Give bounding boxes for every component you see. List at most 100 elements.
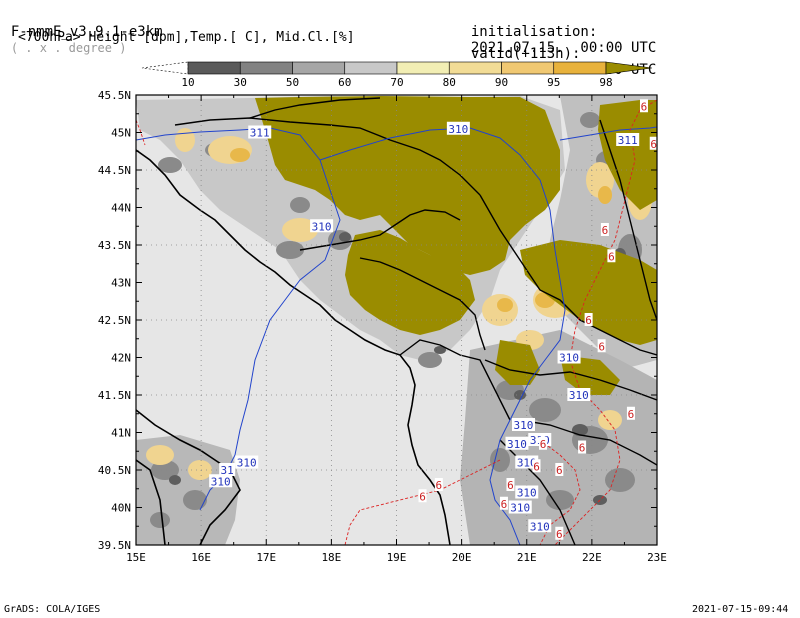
colorbar-segment (187, 61, 241, 75)
temp-label-bg (639, 99, 648, 113)
height-contour-labels: 311 3103103113103103103103103103103103103… (209, 121, 640, 533)
temp-contour-label: 6 (650, 138, 657, 151)
temp-contour-label: 6 (501, 498, 508, 511)
colorbar-segment (553, 61, 607, 75)
colorbar-tick-label: 50 (286, 76, 299, 89)
init-label: initialisation: (470, 24, 598, 40)
temp-label-bg (584, 313, 593, 326)
temp-contour-label: 6 (436, 479, 443, 492)
lat-tick-label: 41.5N (98, 389, 131, 402)
temp-label-bg (600, 223, 609, 236)
lat-tick-label: 39.5N (98, 539, 131, 552)
lat-tick-label: 40N (111, 502, 131, 515)
lon-tick-label: 19E (387, 551, 407, 564)
height-label-bg (515, 485, 539, 499)
lat-tick-label: 45.5N (98, 89, 131, 102)
height-contour-label: 310 (507, 438, 527, 451)
footer-credit: GrADS: COLA/IGES (4, 604, 101, 615)
colorbar-tick-label: 70 (390, 76, 403, 89)
model-name: F-nmmE_v3.9.1-e3km (10, 24, 163, 40)
lon-tick-label: 17E (256, 551, 276, 564)
map-plot-area: 311 3103103113103103103103103103103103103… (136, 95, 657, 545)
colorbar-tick-label: 30 (234, 76, 247, 89)
temp-label-bg (499, 496, 508, 510)
height-label-bg (528, 519, 552, 533)
lat-tick-label: 45N (111, 127, 131, 140)
height-label-bg (235, 455, 259, 469)
model-title: F-nmmE_v3.9.1-e3km ( . x . degree ) (0, 8, 163, 56)
height-label-bg (505, 436, 529, 450)
temp-contour-label: 6 (579, 442, 586, 455)
height-contour-label: 310 (211, 475, 231, 488)
field-description: <700hPa> Height [dpm],Temp.[ C], Mid.Cl.… (18, 30, 355, 45)
height-label-bg (515, 455, 539, 469)
temp-contour-label: 6 (598, 340, 605, 353)
temp-contour-label: 6 (533, 460, 540, 473)
colorbar-tick-label: 98 (599, 76, 612, 89)
temp-label-bg (578, 440, 587, 454)
temp-contour-label: 6 (556, 464, 563, 477)
height-label-bg (310, 219, 334, 233)
lat-tick-label: 42N (111, 352, 131, 365)
height-label-bg (209, 474, 233, 488)
height-contour-label: 310 (559, 352, 579, 365)
height-label-bg (219, 463, 236, 476)
temp-label-bg (626, 406, 635, 420)
lon-tick-label: 16E (191, 551, 211, 564)
height-label-bg (508, 500, 532, 514)
height-contour-label: 311 (618, 134, 638, 147)
colorbar-tick-label: 80 (443, 76, 456, 89)
lon-tick-label: 18E (321, 551, 341, 564)
colorbar-segment (239, 61, 293, 75)
temp-label-bg (539, 436, 548, 450)
colorbar-tick-label: 95 (547, 76, 560, 89)
colorbar-high-arrow (605, 61, 653, 75)
height-contour-label: 310 (237, 457, 257, 470)
colorbar-segment (448, 61, 502, 75)
height-label-bg (567, 388, 591, 401)
colorbar-tick-label: 60 (338, 76, 351, 89)
height-contour-label: 310 (448, 123, 468, 136)
temp-contour-label: 6 (419, 490, 426, 503)
height-contour-label: 310 (312, 220, 332, 233)
temp-label-bg (434, 478, 443, 491)
footer-timestamp: 2021-07-15-09:44 (692, 604, 789, 615)
temp-contour-label: 6 (585, 314, 592, 327)
height-label-bg (616, 133, 640, 146)
height-contour-label: 311 (250, 127, 270, 140)
height-label-bg (511, 418, 535, 431)
colorbar-low-arrow (141, 61, 189, 75)
model-resolution: ( . x . degree ) (10, 41, 127, 55)
lat-tick-label: 41N (111, 427, 131, 440)
colorbar-segment (344, 61, 398, 75)
temp-label-bg (607, 249, 616, 263)
temp-label-bg (649, 136, 657, 150)
temp-label-bg (418, 489, 427, 503)
colorbar-segment (396, 61, 450, 75)
temperature-contours (136, 99, 657, 545)
temp-label-bg (532, 459, 541, 473)
height-contour-label: 310 (530, 520, 550, 533)
temp-label-bg (506, 478, 515, 491)
height-label-bg (446, 121, 470, 135)
colorbar-segment (292, 61, 346, 75)
temp-contour-label: 6 (507, 479, 514, 492)
valid-label: valid(+113h): (470, 46, 581, 62)
colorbar-tick-label: 90 (495, 76, 508, 89)
temp-contour-label: 6 (556, 528, 563, 541)
temp-label-bg (555, 463, 564, 476)
temp-contour-label: 6 (641, 100, 648, 113)
height-label-bg (248, 125, 272, 139)
lon-tick-label: 15E (126, 551, 146, 564)
lon-tick-label: 21E (517, 551, 537, 564)
country-borders (174, 97, 657, 545)
height-label-bg (557, 350, 581, 364)
height-contour-label: 310 (517, 457, 537, 470)
lat-tick-label: 44N (111, 202, 131, 215)
height-contour-label: 310 (569, 389, 589, 402)
lat-tick-label: 40.5N (98, 464, 131, 477)
colorbar-tick-label: 10 (181, 76, 194, 89)
temp-contour-label: 6 (602, 224, 609, 237)
